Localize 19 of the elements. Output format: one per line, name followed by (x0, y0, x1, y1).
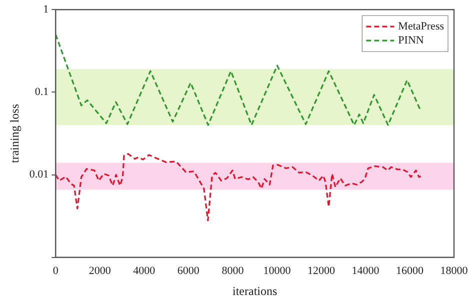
x-tick-label: 14000 (352, 264, 380, 277)
x-tick-label: 6000 (177, 264, 200, 277)
y-tick-label: 0.01 (29, 168, 49, 181)
x-tick-label: 4000 (133, 264, 156, 277)
x-tick-label: 10000 (263, 264, 292, 277)
legend-label: MetaPress (398, 20, 444, 32)
x-tick-label: 16000 (396, 264, 424, 277)
x-tick-label: 12000 (307, 264, 336, 277)
x-tick-label: 0 (52, 264, 59, 277)
x-tick-label: 18000 (440, 264, 468, 277)
y-tick-label: 1 (43, 3, 49, 16)
y-axis-title: training loss (7, 104, 22, 163)
x-tick-label: 8000 (222, 264, 244, 277)
x-tick-label: 2000 (88, 264, 112, 277)
line-series (56, 34, 422, 126)
x-axis-title: iterations (232, 284, 278, 298)
line-series (56, 153, 422, 222)
y-tick-label: 0.1 (34, 86, 49, 98)
legend-label: PINN (398, 34, 424, 46)
